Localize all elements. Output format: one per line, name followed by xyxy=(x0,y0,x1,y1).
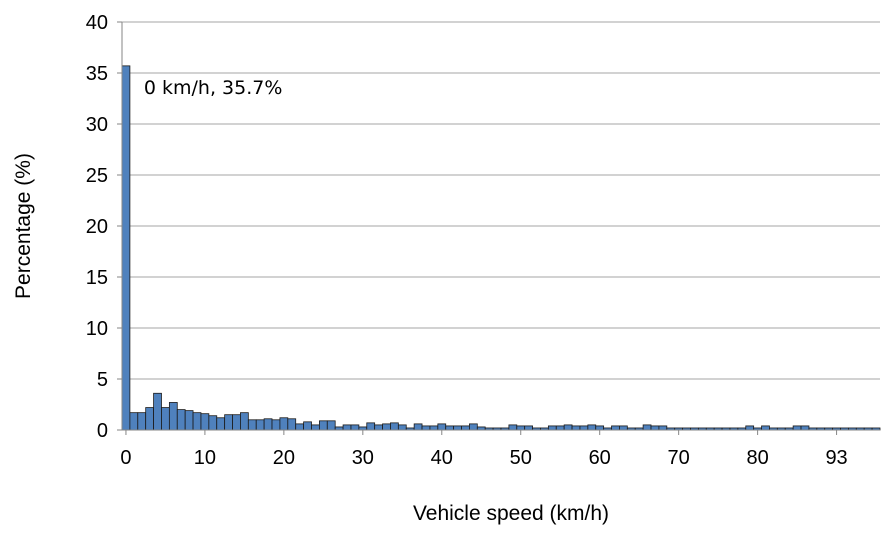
histogram-bar xyxy=(524,425,533,431)
x-tick-label: 70 xyxy=(668,447,690,469)
histogram-bar xyxy=(650,425,660,431)
histogram-bar xyxy=(271,419,281,431)
x-axis-title: Vehicle speed (km/h) xyxy=(413,502,609,525)
histogram-bar xyxy=(350,424,360,431)
histogram-bar xyxy=(800,425,810,431)
x-tick-label: 0 xyxy=(120,447,131,469)
histogram-bar xyxy=(303,421,312,431)
histogram-bar xyxy=(469,423,478,431)
y-tick-label: 25 xyxy=(86,165,108,187)
gridlines xyxy=(122,21,880,380)
histogram-bar xyxy=(247,419,257,431)
histogram-bar xyxy=(382,423,391,431)
histogram-bar xyxy=(318,420,328,431)
x-tick-label: 93 xyxy=(825,447,847,469)
y-tick-labels: 0 5 10 15 20 25 30 35 40 xyxy=(86,12,122,442)
histogram-bar xyxy=(168,402,178,431)
histogram-bar xyxy=(129,412,139,431)
histogram-bar xyxy=(461,425,470,431)
histogram-bar xyxy=(366,422,376,431)
y-axis-title: Percentage (%) xyxy=(12,153,35,299)
histogram-bar xyxy=(153,392,162,431)
histogram-bar xyxy=(421,425,431,431)
histogram-bar xyxy=(516,425,526,431)
histogram-bar xyxy=(745,425,755,431)
histogram-bar xyxy=(374,424,383,431)
histogram-bar xyxy=(279,417,289,431)
histogram-bar xyxy=(437,423,447,431)
histogram-bar xyxy=(121,65,131,431)
histogram-bar xyxy=(145,407,154,431)
histogram-bar xyxy=(390,422,399,431)
y-tick-label: 15 xyxy=(86,267,108,289)
histogram-bar xyxy=(216,417,226,431)
histogram-bar xyxy=(208,415,218,431)
y-tick-label: 10 xyxy=(86,318,108,340)
histogram-bar xyxy=(397,424,407,431)
x-tick-label: 60 xyxy=(589,447,611,469)
histogram-bar xyxy=(311,424,320,431)
histogram-bar xyxy=(429,425,439,431)
histogram-bar xyxy=(232,414,241,431)
histogram-bar xyxy=(295,423,305,431)
histogram-bar xyxy=(571,425,581,431)
histogram-bar xyxy=(161,407,170,431)
histogram-bar xyxy=(176,409,186,431)
peak-annotation: 0 km/h, 35.7% xyxy=(144,77,283,99)
histogram-bar xyxy=(255,419,265,431)
histogram-bar xyxy=(445,425,455,431)
x-tick-label: 40 xyxy=(431,447,453,469)
histogram-bar xyxy=(453,425,462,431)
histogram-bar xyxy=(658,425,668,431)
histogram-bar xyxy=(287,418,297,431)
y-tick-label: 0 xyxy=(97,420,108,442)
histogram-bar xyxy=(326,420,336,431)
histogram-bar xyxy=(547,425,557,431)
y-tick-label: 5 xyxy=(97,369,108,391)
histogram-bar xyxy=(611,425,620,431)
bars xyxy=(121,65,881,431)
y-tick-label: 35 xyxy=(86,63,108,85)
histogram-bar xyxy=(263,418,273,431)
histogram-bar xyxy=(413,423,423,431)
histogram-bar xyxy=(761,425,770,431)
y-tick-label: 40 xyxy=(86,12,108,34)
histogram-bar xyxy=(342,424,352,431)
histogram-bar xyxy=(224,414,233,431)
y-tick-label: 30 xyxy=(86,114,108,136)
histogram-bar xyxy=(192,412,202,431)
histogram-bar xyxy=(184,410,194,431)
y-tick-label: 20 xyxy=(86,216,108,238)
x-tick-label: 30 xyxy=(352,447,374,469)
histogram-bar xyxy=(200,413,210,431)
x-tick-label: 20 xyxy=(273,447,295,469)
histogram-bar xyxy=(595,425,605,431)
histogram-bar xyxy=(792,425,802,431)
histogram-bar xyxy=(137,412,147,431)
x-tick-label: 10 xyxy=(194,447,216,469)
histogram-bar xyxy=(508,424,518,431)
x-tick-labels: 0 10 20 30 40 50 60 70 80 93 xyxy=(120,430,848,469)
histogram-bar xyxy=(619,425,628,431)
histogram-bar xyxy=(587,424,597,431)
x-tick-label: 50 xyxy=(510,447,532,469)
histogram-bar xyxy=(563,424,573,431)
x-tick-label: 80 xyxy=(746,447,768,469)
histogram-bar xyxy=(555,425,565,431)
histogram-bar xyxy=(642,424,652,431)
histogram-bar xyxy=(240,412,249,431)
histogram-bar xyxy=(579,425,589,431)
